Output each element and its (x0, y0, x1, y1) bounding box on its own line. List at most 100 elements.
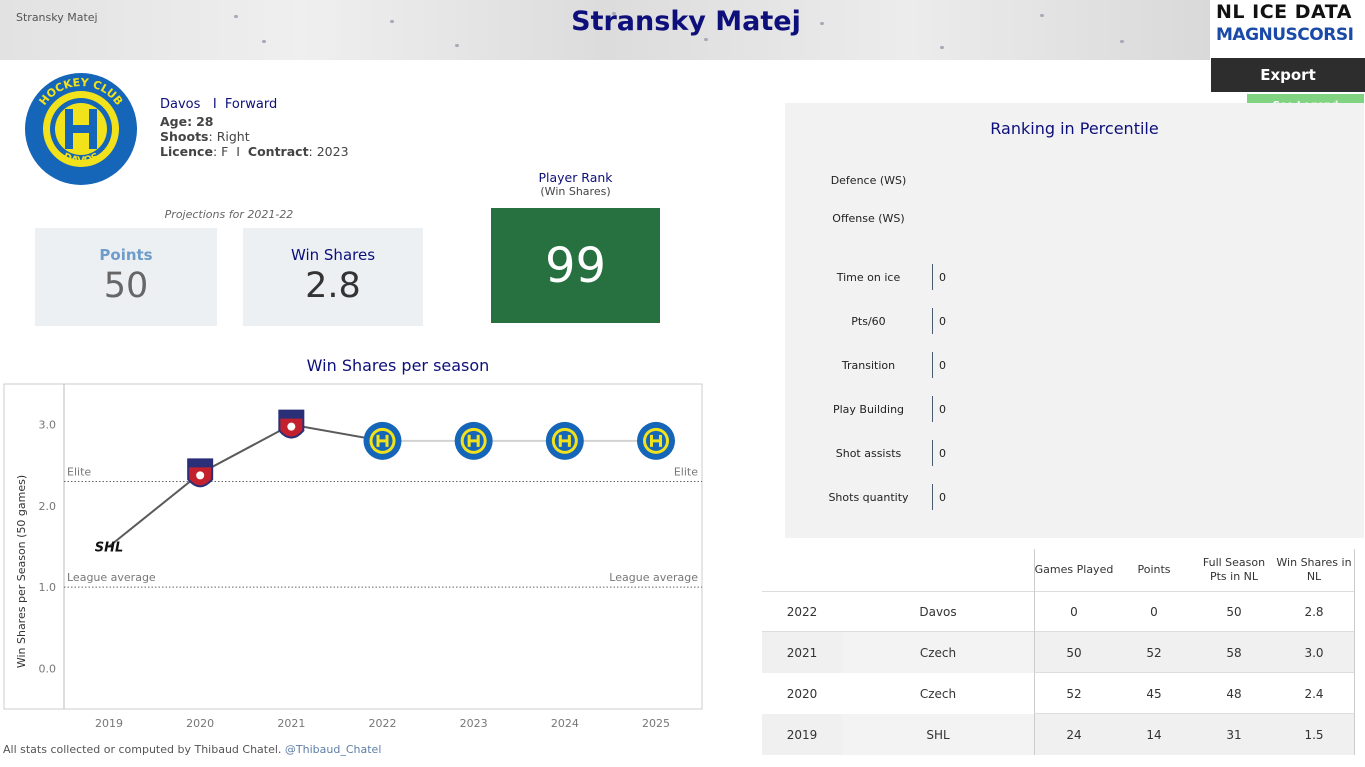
y-tick-label: 3.0 (39, 419, 57, 432)
page-title: Stransky Matej (571, 6, 801, 37)
pct-label-time-on-ice: Time on ice (836, 271, 901, 284)
cell-gp: 50 (1066, 645, 1082, 660)
player-shoots: Shoots: Right (160, 129, 250, 144)
reference-label-left: League average (67, 571, 156, 584)
data-point-tipos-band (188, 459, 213, 468)
pct-label-defence-ws: Defence (WS) (830, 174, 907, 187)
points-kpi-label: Points (99, 246, 153, 264)
points-kpi-card: Points 50 (35, 228, 217, 326)
cell-full-pts: 58 (1226, 645, 1242, 660)
svg-text:DAVOS: DAVOS (61, 151, 101, 166)
y-axis-label: Win Shares per Season (50 games) (15, 475, 28, 668)
col-header-win-shares: Win Shares in NL (1276, 556, 1352, 583)
site-logo-line2: MAGNUSCORSI (1216, 25, 1354, 45)
projections-caption: Projections for 2021-22 (164, 208, 294, 221)
player-rank-title: Player Rank (538, 170, 613, 185)
player-age: Age: 28 (160, 114, 214, 129)
table-row: 2019 SHL 24 14 31 1.5 (762, 714, 1355, 755)
cell-full-pts: 31 (1226, 727, 1242, 742)
footer-credit: All stats collected or computed by Thiba… (3, 743, 381, 756)
site-logo[interactable] (1212, 0, 1365, 58)
table-row: 2020 Czech 52 45 48 2.4 (762, 673, 1355, 714)
cell-gp: 24 (1066, 727, 1082, 742)
separator: I (212, 97, 217, 112)
percentile-panel (785, 103, 1364, 538)
chart-frame (3, 383, 703, 710)
shoots-value: Right (216, 129, 250, 144)
table-row: 2022 Davos 0 0 50 2.8 (762, 591, 1355, 632)
table-row: 2021 Czech 50 52 58 3.0 (762, 632, 1355, 673)
pct-label-shot-assists: Shot assists (835, 447, 902, 460)
chart-title: Win Shares per season (306, 356, 490, 375)
shoots-label: Shoots (160, 129, 209, 144)
cell-league: Czech (919, 645, 957, 660)
cell-ws: 2.8 (1304, 604, 1324, 619)
contract-value: 2023 (316, 144, 349, 159)
data-point-tipos-band (279, 410, 304, 419)
data-point-shl: SHL (95, 541, 124, 556)
cell-season: 2020 (786, 686, 818, 701)
pct-value-shots-quantity: 0 (939, 491, 946, 504)
col-header-points: Points (1137, 563, 1171, 576)
pct-value-time-on-ice: 0 (939, 271, 946, 284)
cell-league: Czech (919, 686, 957, 701)
y-tick-label: 0.0 (39, 662, 57, 675)
pct-bar-pts60 (932, 308, 933, 334)
pct-bar-shot-assists (932, 440, 933, 466)
contract-label: Contract (247, 144, 309, 159)
x-tick-label: 2021 (277, 717, 305, 730)
player-rank-value: 99 (491, 208, 660, 323)
cell-pts: 14 (1146, 727, 1162, 742)
points-kpi-value: 50 (103, 266, 149, 306)
cell-gp: 0 (1070, 604, 1078, 619)
cell-ws: 1.5 (1304, 727, 1324, 742)
cell-gp: 52 (1066, 686, 1082, 701)
win-shares-kpi-label: Win Shares (290, 246, 376, 264)
cell-ws: 3.0 (1304, 645, 1324, 660)
cell-season: 2022 (786, 604, 818, 619)
cell-season: 2021 (786, 645, 818, 660)
player-position: Forward (224, 97, 278, 112)
export-button[interactable]: Export (1211, 58, 1365, 92)
footer-text: All stats collected or computed by Thiba… (3, 743, 282, 756)
licence-value: F (221, 144, 229, 159)
team-logo-bottom-text: DAVOS (61, 151, 101, 166)
data-point-tipos-emblem (196, 471, 205, 480)
pct-label-shots-quantity: Shots quantity (828, 491, 909, 504)
pct-value-transition: 0 (939, 359, 946, 372)
x-tick-label: 2020 (186, 717, 214, 730)
reference-label-left: Elite (67, 466, 91, 479)
cell-league: Davos (919, 604, 957, 619)
y-tick-label: 1.0 (39, 581, 57, 594)
win-shares-kpi-card: Win Shares 2.8 (243, 228, 423, 326)
win-shares-kpi-value: 2.8 (305, 266, 361, 306)
header-player-name: Stransky Matej (16, 11, 98, 24)
col-header-games-played: Games Played (1034, 563, 1114, 576)
col-header-full-season-pts: Full Season Pts in NL (1202, 556, 1266, 583)
cell-ws: 2.4 (1304, 686, 1324, 701)
data-point-davos-h-bar (650, 439, 662, 443)
player-rank-subtitle: (Win Shares) (540, 185, 611, 198)
table-header-frame (1034, 549, 1355, 591)
licence-label: Licence (160, 144, 213, 159)
cell-pts: 52 (1146, 645, 1162, 660)
pct-label-offense-ws: Offense (WS) (832, 212, 905, 225)
win-shares-chart: 0.0 1.0 2.0 3.0 Win Shares per Season (50 ga… (3, 383, 703, 730)
x-tick-label: 2024 (551, 717, 579, 730)
age-value: 28 (196, 114, 214, 129)
pct-value-play-building: 0 (939, 403, 946, 416)
age-label: Age: (160, 114, 193, 129)
pct-label-play-building: Play Building (832, 403, 905, 416)
data-point-davos-h-bar (558, 439, 571, 443)
data-point-davos-h-bar (467, 439, 480, 443)
pct-bar-transition (932, 352, 933, 378)
pct-value-shot-assists: 0 (939, 447, 946, 460)
cell-league: SHL (926, 727, 950, 742)
pct-value-pts60: 0 (939, 315, 946, 328)
pct-bar-play-building (932, 396, 933, 422)
header-banner (0, 0, 1210, 60)
x-tick-label: 2023 (460, 717, 488, 730)
cell-full-pts: 48 (1226, 686, 1242, 701)
x-tick-label: 2019 (95, 717, 123, 730)
footer-handle-link[interactable]: @Thibaud_Chatel (284, 743, 382, 756)
